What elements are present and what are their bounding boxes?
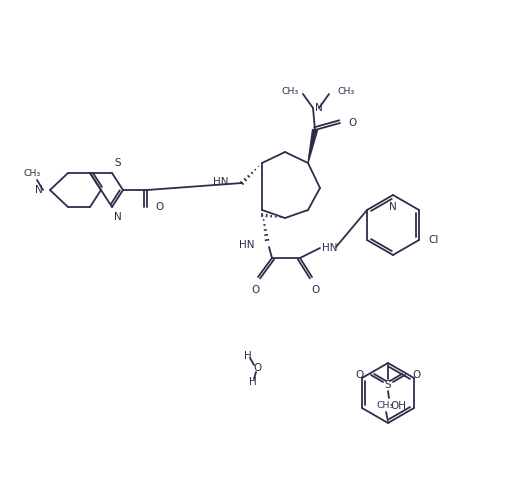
Text: N: N: [315, 103, 323, 113]
Text: HN: HN: [212, 177, 228, 187]
Text: CH₃: CH₃: [23, 169, 40, 178]
Polygon shape: [308, 130, 318, 163]
Text: N: N: [35, 185, 43, 195]
Text: H: H: [249, 377, 257, 387]
Text: H: H: [244, 351, 252, 361]
Text: O: O: [254, 363, 262, 373]
Text: O: O: [348, 118, 356, 128]
Text: S: S: [114, 158, 120, 168]
Text: O: O: [155, 202, 163, 212]
Text: O: O: [412, 370, 420, 380]
Text: O: O: [251, 285, 259, 295]
Text: OH: OH: [390, 401, 406, 411]
Text: CH₃: CH₃: [338, 88, 355, 97]
Text: O: O: [311, 285, 319, 295]
Text: HN: HN: [322, 243, 337, 253]
Text: O: O: [356, 370, 364, 380]
Text: S: S: [385, 380, 391, 390]
Text: N: N: [114, 212, 122, 222]
Text: N: N: [389, 202, 397, 212]
Text: CH₃: CH₃: [282, 88, 299, 97]
Text: HN: HN: [239, 240, 255, 250]
Text: CH₃: CH₃: [376, 401, 393, 410]
Text: Cl: Cl: [428, 235, 439, 245]
